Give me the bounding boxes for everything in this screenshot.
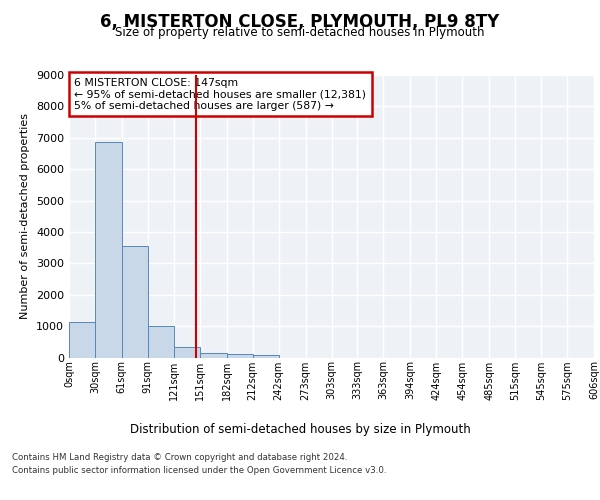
Text: Size of property relative to semi-detached houses in Plymouth: Size of property relative to semi-detach… <box>115 26 485 39</box>
Bar <box>69 322 95 358</box>
Bar <box>148 326 174 358</box>
Text: 6 MISTERTON CLOSE: 147sqm
← 95% of semi-detached houses are smaller (12,381)
5% : 6 MISTERTON CLOSE: 147sqm ← 95% of semi-… <box>74 78 366 111</box>
Bar <box>122 246 148 358</box>
Bar <box>253 356 278 358</box>
Text: Distribution of semi-detached houses by size in Plymouth: Distribution of semi-detached houses by … <box>130 422 470 436</box>
Bar <box>174 347 200 358</box>
Text: Contains HM Land Registry data © Crown copyright and database right 2024.: Contains HM Land Registry data © Crown c… <box>12 452 347 462</box>
Bar <box>200 353 227 358</box>
Text: Contains public sector information licensed under the Open Government Licence v3: Contains public sector information licen… <box>12 466 386 475</box>
Text: 6, MISTERTON CLOSE, PLYMOUTH, PL9 8TY: 6, MISTERTON CLOSE, PLYMOUTH, PL9 8TY <box>100 12 500 30</box>
Y-axis label: Number of semi-detached properties: Number of semi-detached properties <box>20 114 31 320</box>
Bar <box>227 354 253 358</box>
Bar <box>95 142 122 358</box>
